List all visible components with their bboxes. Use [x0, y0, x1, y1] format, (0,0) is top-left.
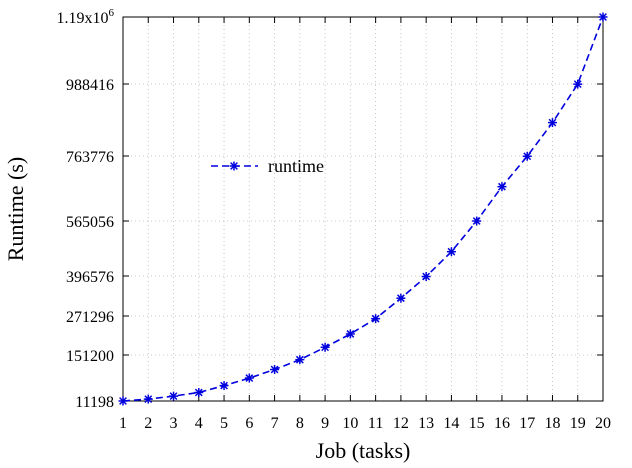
y-tick-label: 396576 [66, 269, 114, 286]
series-line [122, 16, 604, 402]
data-point [118, 396, 128, 406]
legend: runtime [211, 156, 324, 176]
y-tick-label: 988416 [66, 77, 114, 94]
legend-marker [229, 161, 239, 171]
data-point [219, 381, 229, 391]
x-tick-label: 10 [342, 415, 358, 432]
x-tick-label: 20 [595, 415, 611, 432]
y-tick-label: 151200 [66, 348, 114, 365]
data-point [169, 391, 179, 401]
x-tick-label: 5 [220, 415, 228, 432]
y-tick-label: 271296 [66, 309, 114, 326]
data-point [143, 394, 153, 404]
x-tick-label: 8 [296, 415, 304, 432]
y-tick-label: 11198 [75, 394, 114, 411]
x-tick-label: 7 [271, 415, 279, 432]
y-tick-label: 1.19x106 [57, 7, 115, 27]
x-tick-label: 2 [144, 415, 152, 432]
x-tick-label: 16 [494, 415, 510, 432]
grid [123, 17, 603, 401]
legend-asterisk [229, 161, 239, 171]
x-tick-label: 1 [119, 415, 127, 432]
data-point [472, 216, 482, 226]
data-point [421, 272, 431, 282]
data-point [522, 151, 532, 161]
x-axis-title: Job (tasks) [316, 438, 411, 463]
data-point [547, 118, 557, 128]
y-axis-title: Runtime (s) [3, 157, 28, 262]
x-tick-label: 9 [321, 415, 329, 432]
data-point [371, 314, 381, 324]
data-point [396, 293, 406, 303]
data-point [244, 373, 254, 383]
y-tick-label: 565056 [66, 214, 114, 231]
x-tick-label: 17 [519, 415, 535, 432]
data-point [345, 329, 355, 339]
x-tick-label: 4 [195, 415, 203, 432]
y-tick-label: 763776 [66, 149, 114, 166]
data-point [497, 182, 507, 192]
x-tick-label: 11 [368, 415, 383, 432]
legend-label: runtime [268, 156, 324, 176]
data-point [320, 342, 330, 352]
data-point [194, 388, 204, 398]
x-tick-label: 18 [544, 415, 560, 432]
x-tick-label: 3 [170, 415, 178, 432]
x-tick-label: 19 [570, 415, 586, 432]
axis-ticks: 1 2 3 4 5 6 7 8 9 10 11 12 13 14 15 16 17 18 19 20111981512… [57, 7, 612, 432]
x-tick-label: 12 [393, 415, 409, 432]
data-point [295, 355, 305, 365]
x-tick-label: 14 [443, 415, 459, 432]
series-runtime [118, 12, 608, 406]
data-point [446, 247, 456, 257]
data-point [270, 365, 280, 375]
data-point [573, 79, 583, 89]
x-tick-label: 15 [469, 415, 485, 432]
data-point [598, 12, 608, 22]
x-tick-label: 13 [418, 415, 434, 432]
x-tick-label: 6 [245, 415, 253, 432]
plot-frame [122, 16, 604, 402]
